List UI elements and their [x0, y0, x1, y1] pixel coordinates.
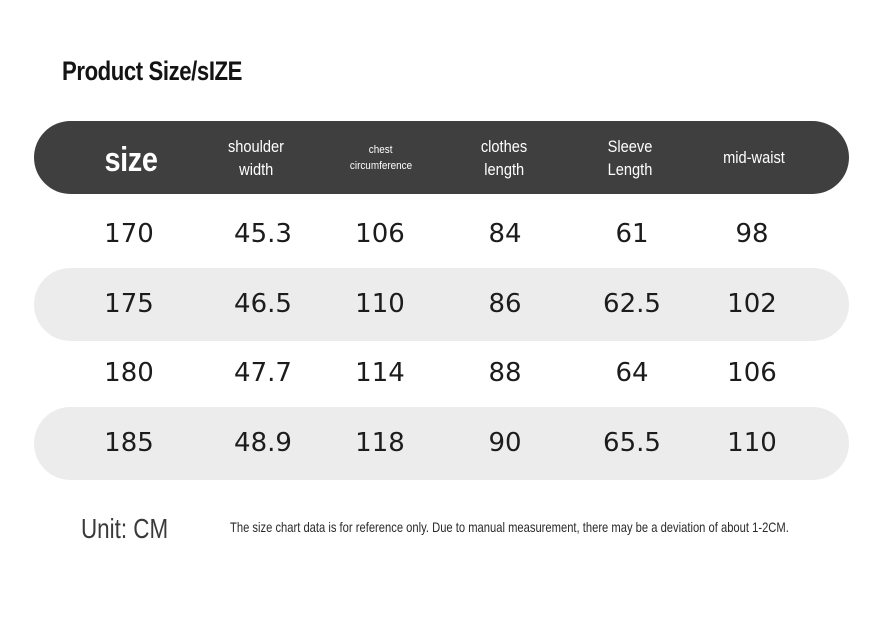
cell-clothes: 90 — [488, 428, 522, 458]
cell-size: 175 — [104, 289, 154, 319]
cell-clothes: 88 — [488, 358, 522, 388]
cell-shoulder: 46.5 — [234, 289, 292, 319]
cell-sleeve: 64 — [615, 358, 649, 388]
cell-clothes: 86 — [488, 289, 522, 319]
table-row: 185 48.9 118 90 65.5 110 — [34, 407, 849, 480]
disclaimer-note: The size chart data is for reference onl… — [230, 519, 789, 535]
header-shoulder-line2: width — [238, 159, 274, 179]
cell-waist: 98 — [735, 219, 769, 249]
cell-chest: 110 — [355, 289, 405, 319]
header-clothes-length: clothes length — [477, 121, 531, 194]
header-mid-waist: mid-waist — [718, 121, 790, 194]
unit-label: Unit: CM — [81, 513, 169, 544]
header-clothes-line2: length — [484, 159, 524, 179]
header-shoulder-width: shoulder width — [223, 121, 288, 194]
header-sleeve-line2: Length — [607, 159, 653, 179]
cell-size: 170 — [104, 219, 154, 249]
table-row: 170 45.3 106 84 61 98 — [34, 198, 849, 271]
cell-sleeve: 62.5 — [603, 289, 661, 319]
table-header: size shoulder width chest circumference … — [34, 121, 849, 194]
table-row: 180 47.7 114 88 64 106 — [34, 337, 849, 410]
header-waist-label: mid-waist — [723, 148, 785, 167]
cell-clothes: 84 — [488, 219, 522, 249]
cell-waist: 110 — [727, 428, 777, 458]
header-size: size — [100, 121, 162, 194]
cell-chest: 106 — [355, 219, 405, 249]
header-shoulder-line1: shoulder — [227, 136, 285, 156]
cell-sleeve: 65.5 — [603, 428, 661, 458]
header-sleeve-length: Sleeve Length — [604, 121, 656, 194]
header-clothes-line1: clothes — [480, 136, 528, 156]
cell-shoulder: 45.3 — [234, 219, 292, 249]
cell-shoulder: 47.7 — [234, 358, 292, 388]
cell-waist: 106 — [727, 358, 777, 388]
cell-size: 185 — [104, 428, 154, 458]
header-size-label: size — [104, 141, 158, 179]
cell-chest: 114 — [355, 358, 405, 388]
page-title: Product Size/sIZE — [62, 56, 243, 86]
header-chest-circumference: chest circumference — [346, 121, 415, 194]
cell-chest: 118 — [355, 428, 405, 458]
table-row: 175 46.5 110 86 62.5 102 — [34, 268, 849, 341]
header-sleeve-line1: Sleeve — [607, 136, 653, 156]
cell-waist: 102 — [727, 289, 777, 319]
header-chest-line2: circumference — [349, 159, 413, 172]
header-chest-line1: chest — [369, 143, 393, 156]
cell-size: 180 — [104, 358, 154, 388]
cell-sleeve: 61 — [615, 219, 649, 249]
cell-shoulder: 48.9 — [234, 428, 292, 458]
